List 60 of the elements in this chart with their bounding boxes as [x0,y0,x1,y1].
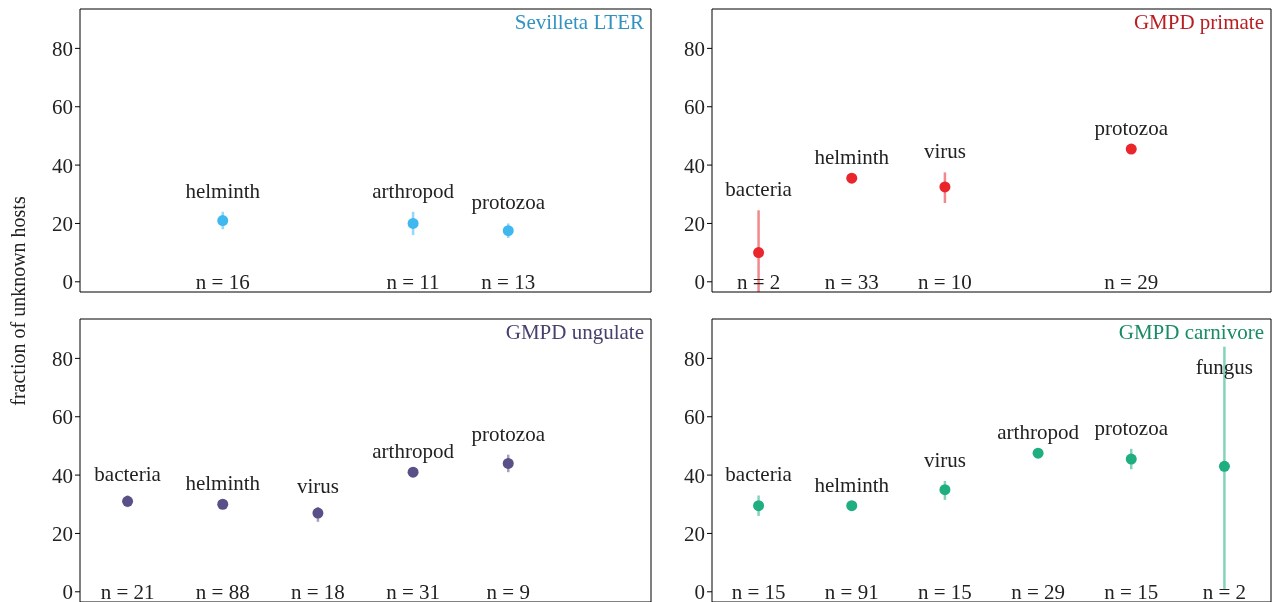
y-tick-label: 20 [52,521,73,546]
y-tick-label: 40 [52,153,73,178]
category-label: virus [923,139,966,164]
annotation: n = 29 [1104,270,1159,295]
category-label: bacteria [94,462,161,487]
annotation: n = 91 [824,580,879,602]
annotation: n = 15 [917,580,972,602]
y-tick-label: 20 [684,521,705,546]
annotation: n = 15 [731,580,786,602]
category-label: helminth [185,178,261,203]
category-label: arthropod [997,420,1079,445]
annotation: n = 9 [486,580,530,602]
annotation: n = 33 [824,270,879,295]
y-tick-label: 40 [684,153,705,178]
y-tick-label: 80 [684,346,705,371]
annotation: n = 21 [100,580,155,602]
y-axis-title: fraction of unknown hosts [6,196,30,406]
chart-title: Sevilleta LTER [514,10,644,35]
annotation: n = 11 [386,270,440,295]
chart-title: GMPD primate [1133,10,1264,35]
category-label: bacteria [725,462,792,487]
annotation: n = 13 [481,270,536,295]
annotation: n = 10 [917,270,972,295]
y-tick-label: 0 [62,270,73,295]
y-tick-label: 60 [684,405,705,430]
annotation: n = 31 [386,580,441,602]
y-tick-label: 40 [52,463,73,488]
category-label: helminth [814,472,890,497]
category-label: helminth [814,145,890,170]
y-tick-label: 0 [694,270,705,295]
y-tick-label: 60 [684,95,705,120]
y-tick-label: 20 [52,211,73,236]
y-tick-label: 20 [684,211,705,236]
chart-title: GMPD ungulate [505,320,644,345]
category-label: virus [923,447,966,472]
annotation: n = 88 [195,580,250,602]
annotation: n = 2 [1202,580,1247,602]
y-tick-label: 60 [52,405,73,430]
annotation: n = 16 [195,270,250,295]
category-label: arthropod [372,439,454,464]
annotation: n = 18 [290,580,345,602]
y-tick-label: 80 [52,36,73,61]
annotation: n = 15 [1104,580,1159,602]
category-label: bacteria [725,177,792,202]
category-label: protozoa [1094,415,1168,440]
chart-title: GMPD carnivore [1118,320,1264,345]
annotation: n = 2 [736,270,781,295]
category-label: protozoa [1094,116,1168,141]
y-tick-label: 60 [52,95,73,120]
y-tick-label: 40 [684,463,705,488]
category-label: virus [296,474,339,499]
annotation: n = 29 [1011,580,1066,602]
y-tick-label: 0 [62,580,73,602]
category-label: arthropod [372,178,454,203]
y-tick-label: 80 [684,36,705,61]
category-label: protozoa [471,190,545,215]
y-tick-label: 80 [52,346,73,371]
category-label: helminth [185,471,261,496]
category-label: protozoa [471,421,545,446]
y-tick-label: 0 [694,580,705,602]
